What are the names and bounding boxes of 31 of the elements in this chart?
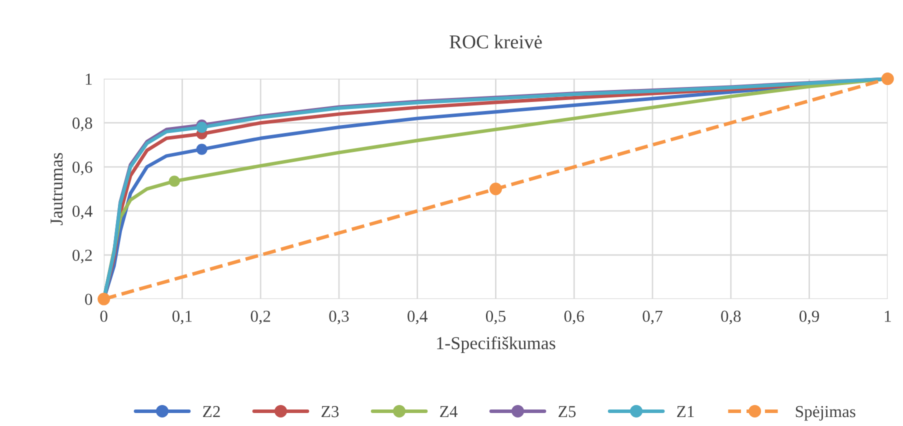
x-tick-label: 0,6 — [564, 310, 584, 324]
legend-label: Z4 — [440, 406, 458, 418]
x-tick-label: 0,1 — [172, 310, 192, 324]
y-tick-label: 0,8 — [72, 118, 92, 132]
x-tick-label: 0,5 — [486, 310, 506, 324]
legend-label: Z2 — [203, 406, 220, 418]
y-axis-title: Jautrumas — [50, 152, 63, 226]
y-tick-label: 0,6 — [72, 162, 92, 176]
x-tick-label: 0,2 — [250, 310, 270, 324]
point — [196, 144, 208, 155]
x-tick-label: 0,4 — [408, 310, 428, 324]
x-tick-label: 0,7 — [642, 310, 662, 324]
point — [489, 182, 502, 196]
point — [168, 176, 180, 187]
legend-label: Z1 — [677, 406, 694, 418]
x-tick-label: 0,9 — [799, 310, 820, 324]
x-tick-label: 1 — [884, 310, 891, 322]
legend-label: Z5 — [558, 406, 576, 418]
x-tick-label: 0 — [100, 310, 108, 322]
point — [98, 292, 110, 306]
point — [881, 72, 894, 86]
x-tick-label: 0,3 — [329, 310, 349, 324]
x-axis-title: 1-Specifiškumas — [437, 336, 556, 353]
legend-label: Z3 — [322, 406, 339, 418]
y-tick-label: 0 — [85, 294, 92, 305]
y-tick-label: 0,4 — [72, 206, 92, 220]
x-tick-label: 0,8 — [721, 310, 741, 324]
chart-title: ROC kreivė — [450, 34, 542, 48]
y-tick-label: 1 — [86, 74, 92, 85]
y-tick-label: 0,2 — [72, 250, 92, 264]
legend-label: Spėjimas — [796, 406, 856, 421]
